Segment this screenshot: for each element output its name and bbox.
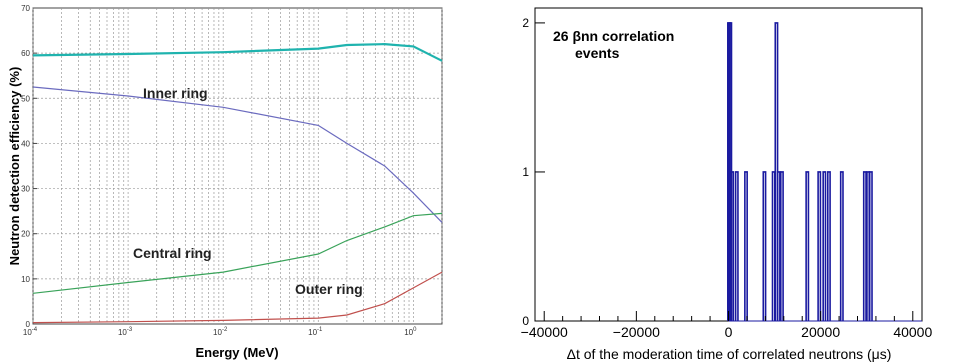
histogram-bars [727,22,922,322]
histogram-bar [862,171,867,321]
x-tick-label: 10-3 [118,327,133,337]
series-label: Central ring [133,245,212,261]
histogram-bar [822,171,827,321]
x-tick-label: 40000 [893,324,932,340]
y-tick-label: 2 [522,16,529,30]
series-label: Inner ring [143,85,208,101]
y-tick-label: 1 [522,165,529,179]
y-tick-label: 0 [26,320,31,329]
x-tick-label: 100 [404,327,417,337]
x-tick-label: 10-2 [213,327,228,337]
efficiency-plot-area [32,7,443,325]
efficiency-series-labels: Inner ring Central ring Outer ring [133,85,363,297]
histogram-bar [730,171,735,321]
efficiency-grid [32,8,443,324]
x-tick-label: −40000 [521,324,568,340]
histogram-bar [817,171,822,321]
correlation-histogram: 0 1 2 −40000 −20000 0 20000 40000 26 βnn corre… [521,7,932,362]
histogram-bar [762,171,767,321]
efficiency-y-ticks: 0 10 20 30 40 50 60 70 [21,4,37,329]
x-tick-label: 20000 [801,324,840,340]
histogram-bar [868,171,873,321]
histogram-bar [734,171,739,321]
series-line [32,212,443,294]
histogram-annotation-line-1: 26 βnn correlation [553,28,674,44]
histogram-bar [805,171,810,321]
efficiency-chart: 0 10 20 30 40 50 60 70 10-4 10-3 10-2 10-1 100 Inne… [7,4,443,360]
y-tick-label: 10 [21,275,30,284]
y-tick-label: 50 [21,94,30,103]
y-tick-label: 60 [21,49,30,58]
histogram-bar [744,171,748,321]
x-tick-label: 10-1 [308,327,323,337]
histogram-x-axis-label: Δt of the moderation time of correlated … [567,346,892,362]
efficiency-y-axis-label: Neutron detection efficiency (%) [7,67,22,266]
histogram-bar [839,171,844,321]
histogram-x-ticks: −40000 −20000 0 20000 40000 [521,311,932,340]
y-tick-label: 0 [522,314,529,328]
x-tick-label: −20000 [613,324,660,340]
x-tick-label: 0 [725,324,733,340]
series-line [32,42,443,62]
efficiency-x-axis-label: Energy (MeV) [195,345,278,360]
series-line [32,86,443,223]
y-tick-label: 70 [21,4,30,13]
histogram-bar [826,171,831,321]
y-tick-label: 20 [21,230,30,239]
histogram-y-ticks: 0 1 2 [522,16,545,328]
histogram-annotation-line-2: events [575,45,620,61]
efficiency-series [32,42,443,324]
x-tick-label: 10-4 [23,327,38,337]
series-line [32,271,443,324]
y-tick-label: 30 [21,185,30,194]
series-label: Outer ring [295,281,363,297]
efficiency-x-ticks: 10-4 10-3 10-2 10-1 100 [23,327,417,337]
histogram-bar [779,171,784,321]
y-tick-label: 40 [21,139,30,148]
histogram-bar [776,171,781,321]
